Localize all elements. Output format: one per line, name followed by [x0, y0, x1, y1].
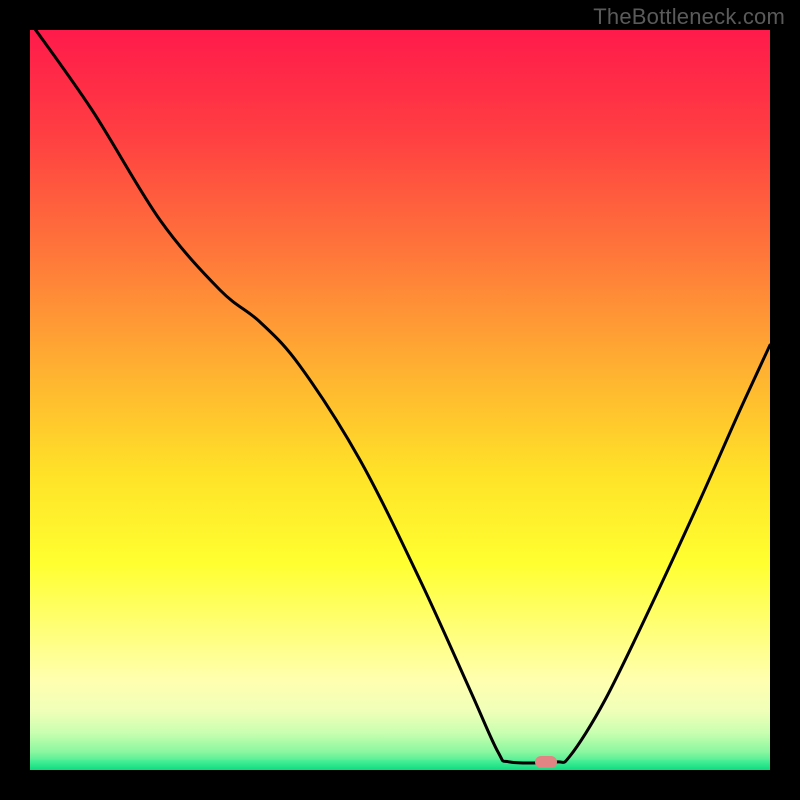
watermark-text: TheBottleneck.com [593, 4, 785, 30]
gradient-plot-area [30, 30, 770, 770]
chart-container: TheBottleneck.com [0, 0, 800, 800]
green-band [30, 760, 770, 770]
optimal-marker [535, 756, 557, 768]
